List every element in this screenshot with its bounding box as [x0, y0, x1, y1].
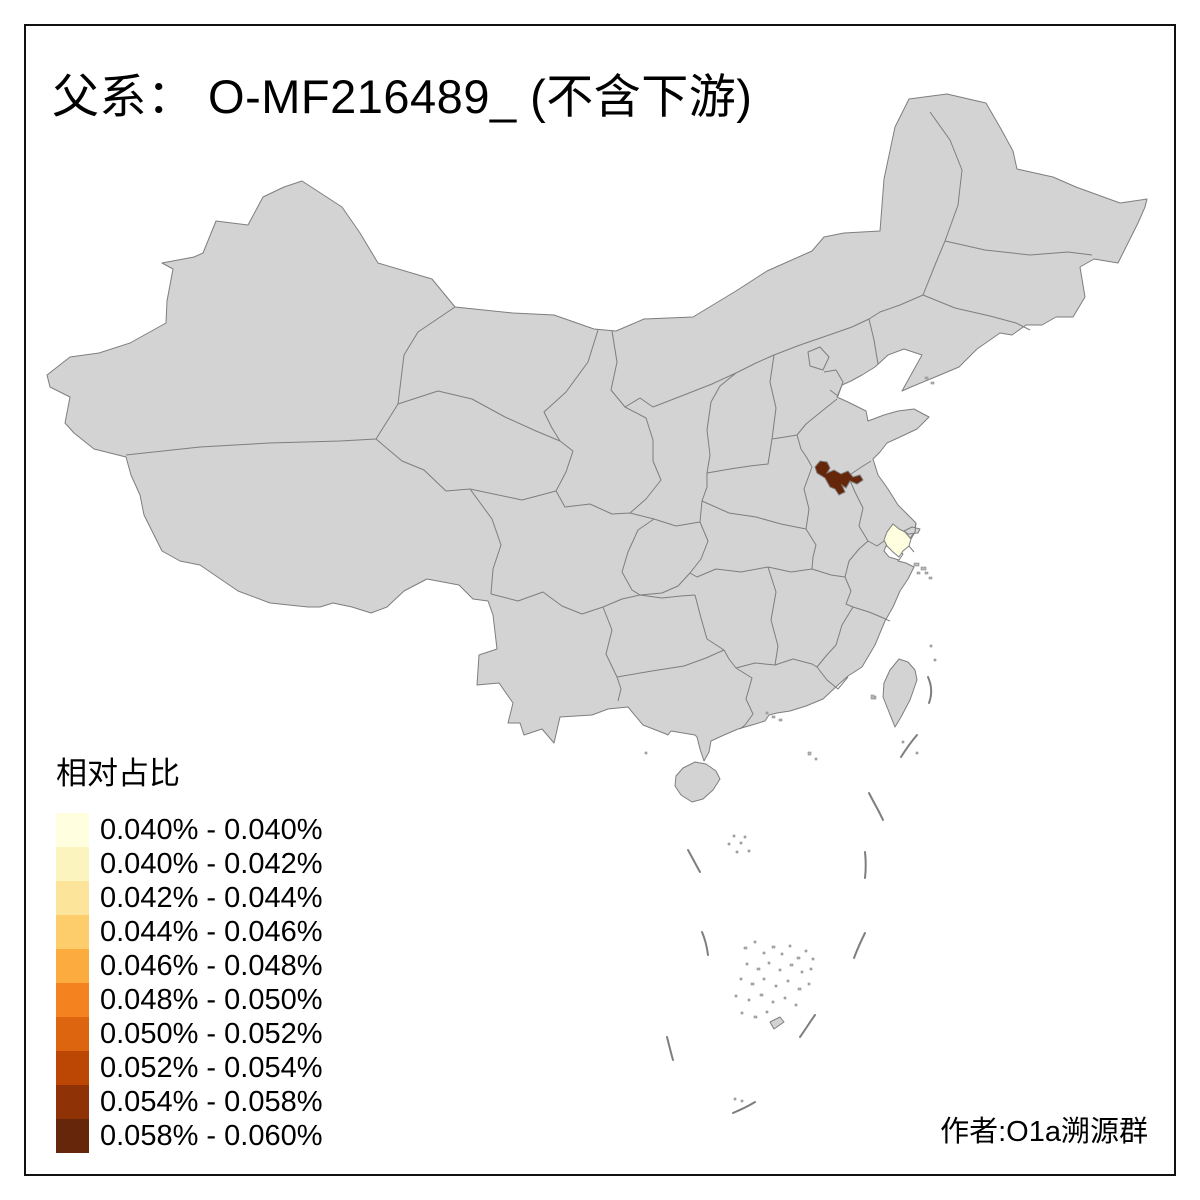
page-title: 父系： O-MF216489_ (不含下游)	[52, 70, 753, 123]
legend-item: 0.040% - 0.040%	[56, 813, 322, 847]
legend-label: 0.044% - 0.046%	[100, 915, 323, 948]
legend-item: 0.052% - 0.054%	[56, 1051, 322, 1085]
legend-item: 0.058% - 0.060%	[56, 1119, 322, 1153]
legend-swatch	[56, 983, 89, 1017]
legend-swatch	[56, 1085, 89, 1119]
legend-swatch	[56, 847, 89, 881]
island-specks	[644, 376, 937, 1103]
legend-swatch	[56, 1119, 89, 1153]
legend-label: 0.048% - 0.050%	[100, 983, 323, 1016]
taiwan-island	[882, 658, 918, 728]
legend-label: 0.040% - 0.042%	[100, 847, 323, 880]
legend: 相对占比 0.040% - 0.040% 0.040% - 0.042% 0.0…	[56, 748, 322, 1153]
legend-label: 0.054% - 0.058%	[100, 1085, 323, 1118]
legend-item: 0.044% - 0.046%	[56, 915, 322, 949]
china-mainland-outline	[46, 93, 1148, 762]
author-credit: 作者:O1a溯源群	[940, 1116, 1148, 1148]
legend-label: 0.046% - 0.048%	[100, 949, 323, 982]
nine-dash-line	[666, 676, 933, 1114]
legend-item: 0.042% - 0.044%	[56, 881, 322, 915]
legend-swatch	[56, 881, 89, 915]
legend-swatch	[56, 949, 89, 983]
legend-label: 0.042% - 0.044%	[100, 881, 323, 914]
legend-swatch	[56, 813, 89, 847]
legend-swatch	[56, 1051, 89, 1085]
legend-label: 0.050% - 0.052%	[100, 1017, 323, 1050]
mainland-landmass	[46, 93, 1148, 1030]
legend-item: 0.050% - 0.052%	[56, 1017, 322, 1051]
hainan-island	[674, 761, 721, 803]
legend-item: 0.048% - 0.050%	[56, 983, 322, 1017]
spratly-islet	[769, 1016, 785, 1030]
legend-label: 0.052% - 0.054%	[100, 1051, 323, 1084]
legend-label: 0.040% - 0.040%	[100, 813, 323, 846]
legend-swatch	[56, 915, 89, 949]
province-borders	[125, 111, 1093, 730]
legend-title: 相对占比	[56, 756, 180, 791]
legend-item: 0.040% - 0.042%	[56, 847, 322, 881]
highlight-region-darkest	[814, 460, 864, 496]
legend-swatch	[56, 1017, 89, 1051]
legend-item: 0.046% - 0.048%	[56, 949, 322, 983]
chongming-island	[903, 526, 921, 535]
legend-label: 0.058% - 0.060%	[100, 1119, 323, 1152]
highlight-region-lightest	[883, 523, 912, 558]
legend-item: 0.054% - 0.058%	[56, 1085, 322, 1119]
